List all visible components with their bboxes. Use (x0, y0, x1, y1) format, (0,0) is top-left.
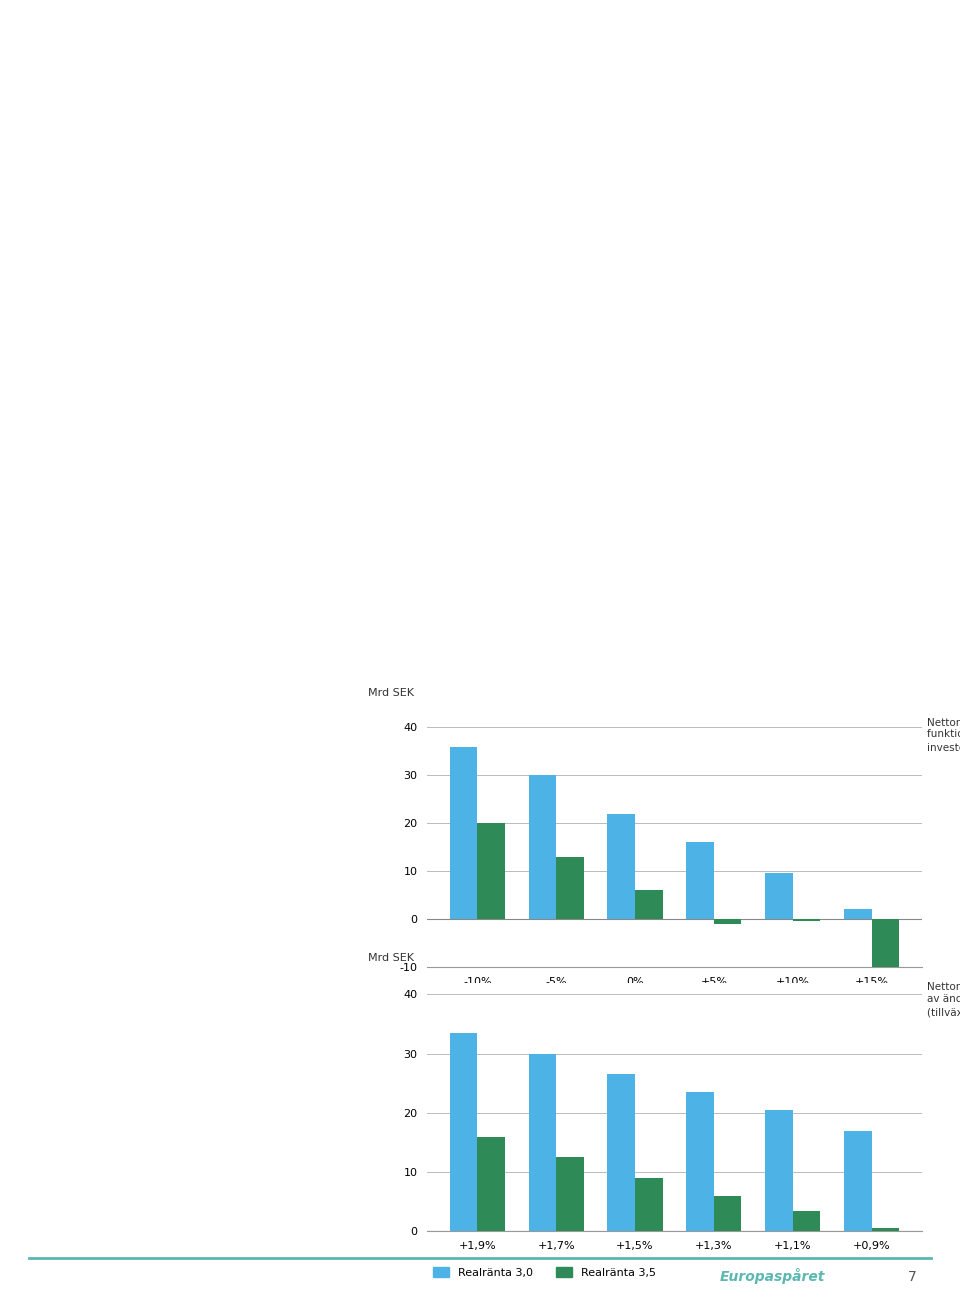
Text: Europaspåret: Europaspåret (720, 1268, 826, 1284)
Bar (477, 1137, 505, 1231)
Text: Nettonuvärde som funktion
av ändrad trafikutveckling
(tillväxt per år): Nettonuvärde som funktion av ändrad traf… (926, 982, 960, 1018)
Bar (844, 909, 872, 918)
Bar (449, 1032, 477, 1231)
Text: Mrd SEK: Mrd SEK (368, 688, 414, 698)
Bar (872, 1229, 900, 1231)
Bar (714, 1196, 741, 1231)
Bar (793, 918, 820, 921)
Bar (872, 918, 900, 986)
Bar (477, 823, 505, 918)
Bar (686, 842, 714, 918)
Legend: Realränta 3,0, Realränta 3,5: Realränta 3,0, Realränta 3,5 (433, 1002, 656, 1013)
Bar (844, 1131, 872, 1231)
Bar (529, 1053, 556, 1231)
Bar (529, 776, 556, 918)
Bar (608, 814, 635, 918)
Bar (608, 1074, 635, 1231)
Bar (793, 1210, 820, 1231)
Bar (449, 747, 477, 918)
Bar (686, 1093, 714, 1231)
Legend: Realränta 3,0, Realränta 3,5: Realränta 3,0, Realränta 3,5 (433, 1267, 656, 1277)
Bar (635, 891, 662, 918)
Bar (765, 874, 793, 918)
Bar (635, 1178, 662, 1231)
Bar (765, 1110, 793, 1231)
Text: 7: 7 (908, 1271, 917, 1284)
Bar (556, 1157, 584, 1231)
Text: Nettonuvärde som
funktion av ändrad
investeringsnivå: Nettonuvärde som funktion av ändrad inve… (926, 718, 960, 753)
Text: Mrd SEK: Mrd SEK (368, 952, 414, 963)
Bar (556, 857, 584, 918)
Bar (714, 918, 741, 924)
